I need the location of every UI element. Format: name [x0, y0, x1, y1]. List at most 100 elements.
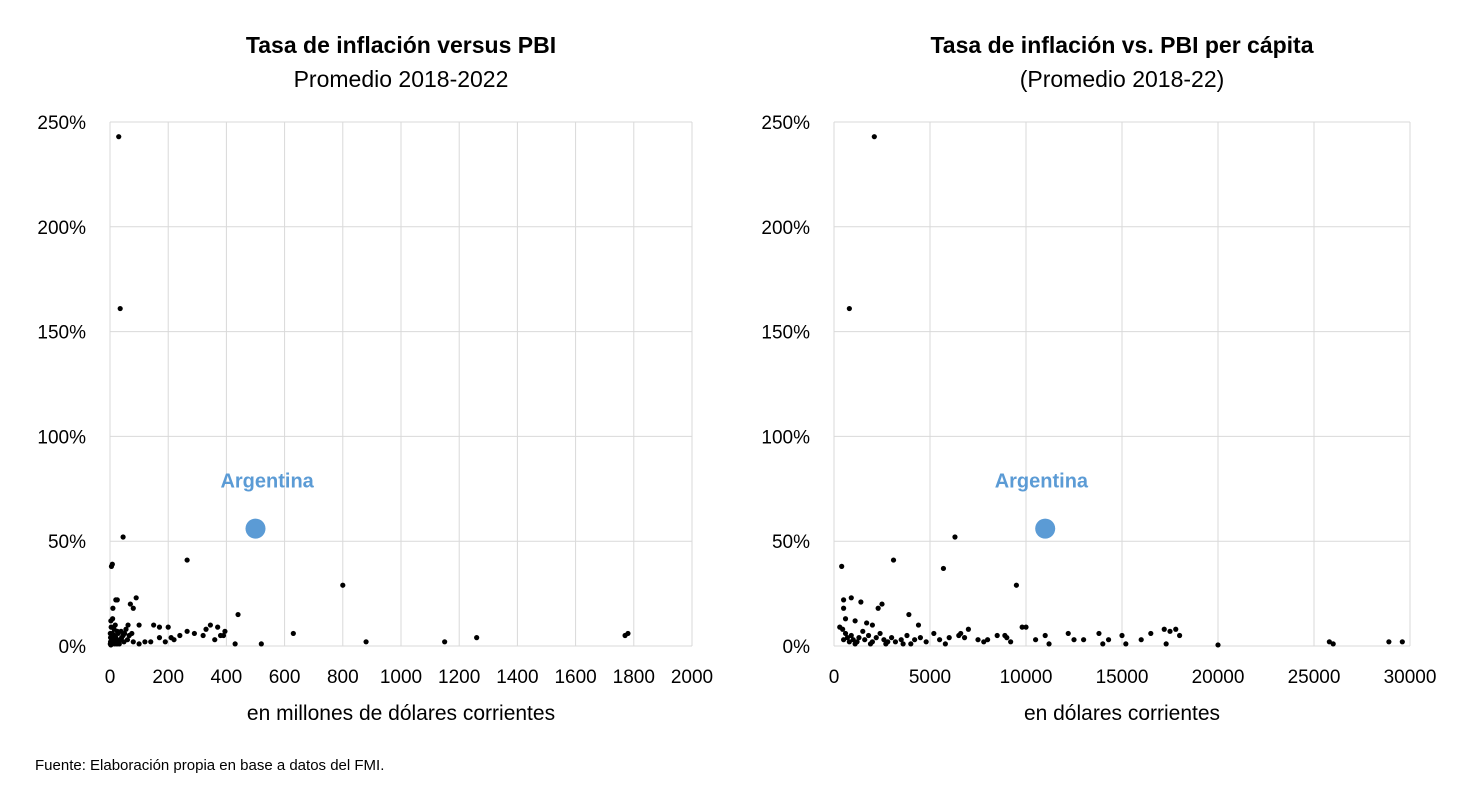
data-point: [937, 637, 943, 643]
data-point: [958, 630, 964, 637]
data-point: [906, 611, 912, 618]
data-point: [127, 601, 133, 607]
data-point: [860, 628, 866, 634]
chart-gdp: Tasa de inflación versus PBI Promedio 201…: [37, 32, 713, 725]
data-point: [869, 622, 876, 628]
data-point: [258, 641, 264, 647]
data-point: [1019, 624, 1025, 630]
data-point: [120, 534, 126, 540]
data-point: [879, 601, 885, 607]
data-point: [1399, 639, 1405, 645]
data-point: [107, 635, 114, 641]
data-point: [1081, 637, 1087, 643]
y-tick-label: 250%: [761, 113, 810, 134]
data-point: [1177, 632, 1183, 639]
data-point: [898, 637, 904, 643]
data-point: [148, 639, 154, 645]
data-point: [340, 582, 346, 588]
x-tick-label: 200: [152, 667, 184, 688]
data-point: [846, 305, 852, 312]
data-point: [946, 635, 952, 641]
x-tick-label: 1400: [496, 667, 538, 688]
x-axis-title: en millones de dólares corrientes: [247, 702, 555, 725]
argentina-label: Argentina: [995, 470, 1089, 492]
data-point: [856, 635, 862, 641]
data-point: [109, 561, 115, 567]
y-tick-label: 150%: [37, 323, 86, 344]
data-point: [129, 630, 135, 637]
data-point: [1161, 626, 1167, 632]
data-point: [841, 637, 847, 643]
data-point: [123, 626, 129, 632]
data-point: [1105, 637, 1112, 643]
data-point: [1386, 639, 1392, 645]
x-tick-label: 0: [105, 667, 116, 688]
data-point: [130, 639, 136, 645]
x-axis-title: en dólares corrientes: [1024, 702, 1220, 725]
source-note: Fuente: Elaboración propia en base a dat…: [35, 757, 384, 774]
data-point: [200, 632, 206, 639]
chart-gdp-per-capita: Tasa de inflación vs. PBI per cápita (Pro…: [761, 32, 1436, 725]
data-point: [915, 622, 922, 628]
data-point: [961, 635, 968, 641]
data-point: [848, 595, 854, 601]
data-point: [904, 632, 910, 639]
data-point: [1096, 630, 1102, 637]
data-point: [912, 637, 918, 643]
x-tick-label: 30000: [1384, 667, 1437, 688]
data-point: [844, 635, 851, 641]
data-point: [1119, 632, 1125, 639]
y-tick-label: 100%: [761, 427, 810, 448]
data-point: [168, 635, 174, 641]
data-point: [842, 630, 849, 637]
data-point: [852, 618, 858, 624]
argentina-point: [245, 518, 266, 539]
data-point: [217, 632, 224, 639]
y-tick-label: 200%: [37, 218, 86, 239]
data-point: [232, 641, 238, 647]
data-point: [121, 639, 127, 645]
data-point: [865, 632, 872, 639]
x-tick-label: 5000: [909, 667, 951, 688]
data-point: [883, 641, 889, 647]
data-point: [156, 635, 163, 641]
data-point: [965, 626, 972, 632]
data-point: [1008, 639, 1014, 645]
data-point: [625, 630, 631, 637]
data-point: [162, 639, 168, 645]
x-tick-label: 1800: [613, 667, 655, 688]
data-point: [846, 639, 852, 645]
data-point: [203, 626, 209, 632]
x-tick-label: 20000: [1192, 667, 1245, 688]
data-point: [191, 630, 197, 637]
data-point: [116, 641, 122, 647]
data-point: [852, 641, 858, 647]
data-point: [923, 639, 929, 645]
data-point: [1163, 641, 1169, 647]
data-point: [111, 626, 117, 632]
data-point: [151, 622, 157, 628]
data-point: [117, 305, 123, 312]
data-point: [1326, 639, 1332, 645]
data-point: [900, 641, 906, 647]
data-point: [1215, 642, 1221, 648]
chart-subtitle: (Promedio 2018-22): [1020, 66, 1225, 92]
data-point: [1173, 626, 1179, 632]
chart-title: Tasa de inflación versus PBI: [246, 32, 556, 58]
data-point: [837, 624, 843, 630]
data-point: [133, 595, 139, 601]
data-point: [850, 637, 856, 643]
data-point: [118, 628, 124, 634]
data-point: [184, 628, 190, 634]
data-point: [363, 639, 369, 645]
data-point: [952, 534, 958, 540]
data-point: [917, 635, 924, 641]
x-tick-label: 400: [211, 667, 243, 688]
data-point: [867, 641, 874, 647]
data-point: [942, 641, 948, 647]
data-point: [1023, 624, 1029, 630]
argentina-point: [1035, 518, 1056, 539]
x-tick-label: 1000: [380, 667, 422, 688]
